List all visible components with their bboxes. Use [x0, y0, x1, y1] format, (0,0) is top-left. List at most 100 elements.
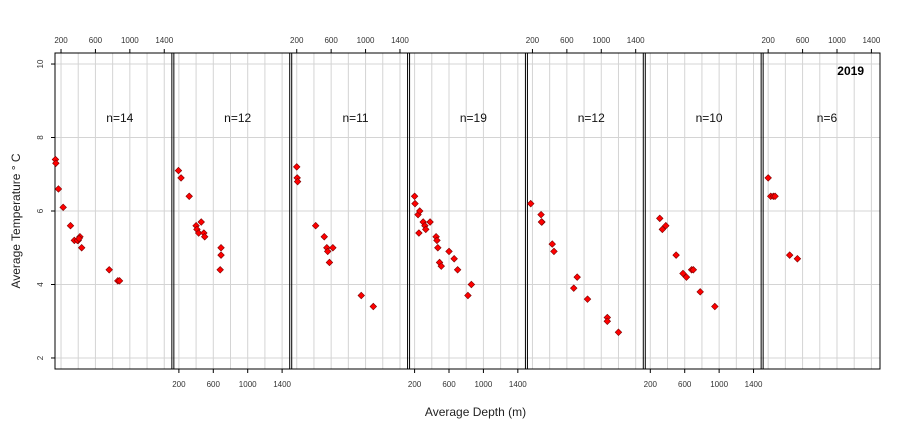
panel-n-label: n=12	[224, 111, 251, 125]
data-point	[329, 244, 337, 252]
data-point	[416, 207, 424, 215]
data-point	[437, 262, 445, 270]
data-point	[771, 192, 779, 201]
data-point	[115, 277, 124, 285]
data-point	[369, 302, 378, 311]
x-tick-label: 1000	[710, 380, 728, 389]
y-tick-label: 2	[36, 355, 45, 360]
x-tick-label: 200	[172, 380, 186, 389]
data-point	[550, 247, 558, 256]
data-point	[527, 199, 535, 208]
x-tick-label: 600	[324, 36, 338, 45]
x-tick-label: 1400	[509, 380, 527, 389]
x-tick-label: 600	[678, 380, 692, 389]
x-tick-label: 1000	[239, 380, 257, 389]
data-point	[293, 177, 302, 186]
data-point	[411, 199, 419, 208]
data-point	[415, 229, 423, 237]
data-point	[177, 174, 185, 182]
data-point	[764, 174, 772, 182]
x-tick-label: 600	[560, 36, 574, 45]
data-point	[323, 247, 332, 256]
data-point	[217, 244, 225, 252]
data-point	[603, 317, 612, 325]
data-point	[325, 258, 334, 267]
y-tick-label: 4	[36, 282, 45, 287]
data-point	[185, 192, 193, 201]
data-point	[453, 266, 462, 274]
data-point	[548, 240, 556, 248]
data-point	[52, 159, 60, 167]
data-point	[422, 225, 430, 234]
x-tick-label: 600	[89, 36, 103, 45]
panel-n-label: n=19	[460, 111, 487, 125]
panel-n-label: n=11	[342, 111, 368, 125]
y-axis-title: Average Temperature ° C	[9, 153, 23, 288]
x-tick-label: 600	[207, 380, 221, 389]
x-tick-label: 1000	[121, 36, 139, 45]
data-point	[59, 203, 67, 212]
x-tick-label: 1400	[273, 380, 291, 389]
data-point	[696, 288, 704, 296]
data-point	[656, 214, 664, 223]
data-point	[105, 266, 113, 274]
data-point	[216, 266, 224, 274]
x-tick-label: 200	[644, 380, 658, 389]
data-point	[293, 163, 301, 171]
y-tick-label: 6	[36, 208, 45, 213]
x-tick-label: 600	[442, 380, 456, 389]
x-tick-label: 1400	[627, 36, 645, 45]
data-point	[689, 266, 698, 274]
x-tick-label: 1000	[357, 36, 375, 45]
panel-n-label: n=6	[817, 111, 838, 125]
panel-n-label: n=10	[696, 111, 723, 125]
data-point	[573, 273, 581, 281]
data-point	[445, 247, 453, 256]
data-point	[174, 166, 183, 175]
data-point	[434, 244, 442, 252]
data-point	[433, 236, 441, 245]
x-tick-label: 200	[290, 36, 304, 45]
data-point	[537, 218, 546, 226]
data-point	[682, 273, 691, 281]
data-point	[194, 229, 203, 237]
x-tick-label: 200	[54, 36, 68, 45]
x-tick-label: 200	[761, 36, 775, 45]
data-point	[66, 221, 75, 230]
data-point	[570, 284, 578, 292]
data-point	[793, 255, 802, 263]
data-point	[679, 269, 687, 278]
data-point	[583, 295, 592, 303]
x-tick-label: 1400	[391, 36, 409, 45]
data-point	[410, 192, 419, 201]
year-annotation: 2019	[837, 64, 864, 78]
x-tick-label: 1000	[592, 36, 610, 45]
data-point	[357, 291, 365, 300]
data-point	[200, 232, 209, 241]
x-tick-label: 600	[796, 36, 810, 45]
panel-n-label: n=14	[106, 111, 133, 125]
data-point	[537, 210, 545, 219]
data-point	[77, 244, 86, 252]
data-point	[614, 328, 623, 336]
data-point	[450, 255, 458, 263]
data-point	[464, 291, 472, 300]
data-point	[75, 234, 83, 243]
x-axis-title: Average Depth (m)	[425, 405, 526, 419]
x-tick-label: 1000	[475, 380, 493, 389]
data-point	[672, 251, 680, 259]
data-point	[662, 221, 670, 230]
data-point	[54, 185, 63, 193]
data-point	[711, 302, 719, 311]
data-point	[320, 232, 328, 241]
data-point	[311, 221, 320, 230]
x-tick-label: 1400	[862, 36, 880, 45]
data-point	[197, 218, 205, 226]
y-tick-label: 8	[36, 135, 45, 140]
x-tick-label: 200	[408, 380, 422, 389]
x-tick-label: 1000	[828, 36, 846, 45]
data-point	[467, 280, 476, 289]
data-point	[658, 225, 667, 234]
